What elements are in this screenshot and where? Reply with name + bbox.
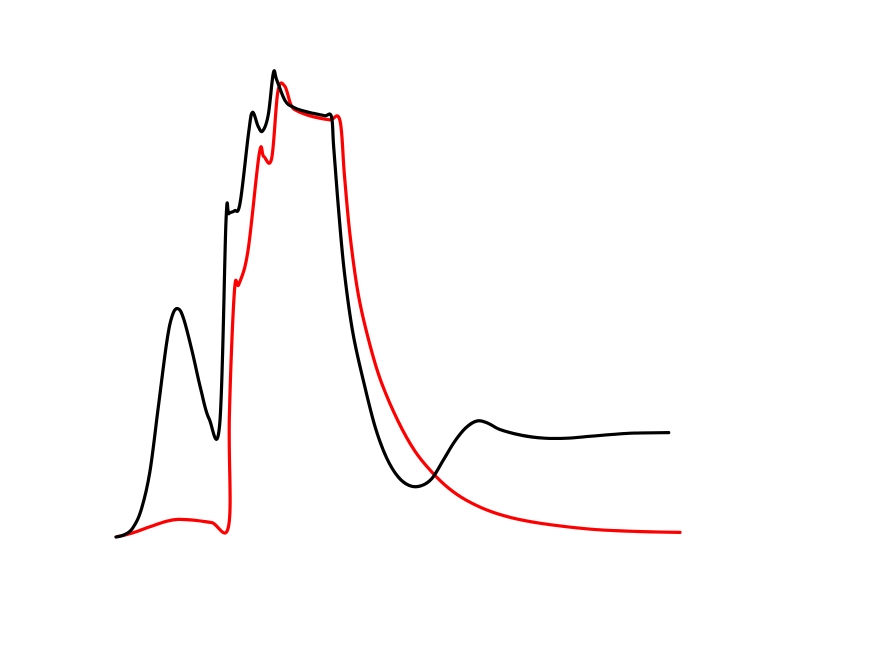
black-series-line	[114, 69, 671, 539]
red-series-line	[114, 81, 682, 539]
series-layer	[114, 69, 682, 539]
